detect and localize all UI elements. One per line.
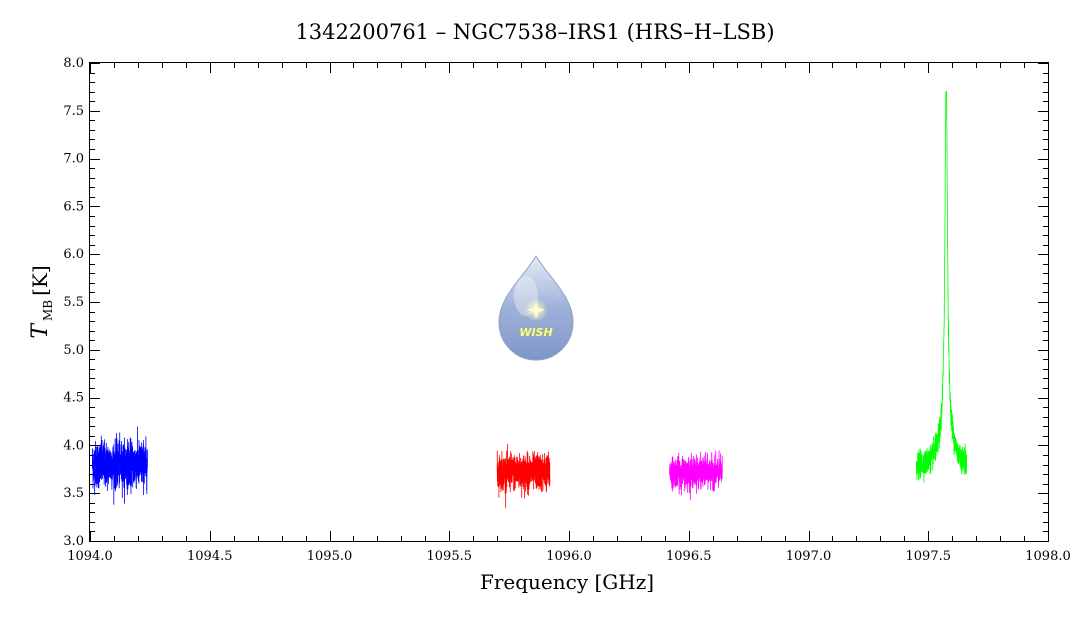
star-icon bbox=[527, 301, 545, 319]
series-line-1 bbox=[91, 426, 148, 505]
y-tick-labels: 3.0 3.5 4.0 4.5 5.0 5.5 6.0 6.5 7.0 7.5 8.0 bbox=[63, 56, 84, 549]
axis-ticks bbox=[90, 63, 1049, 542]
x-tick-label: 1096.0 bbox=[546, 549, 592, 564]
y-tick-label: 3.5 bbox=[63, 486, 84, 501]
y-tick-label: 7.5 bbox=[63, 104, 84, 119]
x-tick-label: 1095.5 bbox=[427, 549, 473, 564]
x-tick-label: 1097.5 bbox=[906, 549, 952, 564]
svg-text:TMB[K]: TMB [K] bbox=[28, 265, 55, 338]
y-axis-label-unit: [K] bbox=[28, 265, 52, 296]
y-tick-label: 6.0 bbox=[63, 247, 84, 262]
y-tick-label: 8.0 bbox=[63, 56, 84, 71]
x-tick-label: 1096.5 bbox=[666, 549, 712, 564]
y-axis-label-sub: MB bbox=[41, 300, 55, 321]
y-tick-label: 7.0 bbox=[63, 152, 84, 167]
y-axis-label-main: T bbox=[28, 322, 53, 339]
y-tick-label: 6.5 bbox=[63, 199, 84, 214]
y-tick-label: 4.5 bbox=[63, 391, 84, 406]
plot-frame bbox=[89, 62, 1049, 542]
x-tick-label: 1095.0 bbox=[307, 549, 353, 564]
x-tick-labels: 1094.0 1094.5 1095.0 1095.5 1096.0 1096.5 1097… bbox=[67, 549, 1071, 564]
x-tick-label: 1094.0 bbox=[67, 549, 113, 564]
logo-text: WISH bbox=[519, 326, 552, 339]
y-tick-label: 5.5 bbox=[63, 295, 84, 310]
y-axis-label: TMB [K] bbox=[28, 265, 55, 338]
x-tick-label: 1098.0 bbox=[1025, 549, 1071, 564]
series-line-3 bbox=[669, 450, 723, 500]
x-axis-label: Frequency [GHz] bbox=[480, 570, 654, 594]
x-tick-label: 1094.5 bbox=[187, 549, 233, 564]
y-tick-label: 3.0 bbox=[63, 534, 84, 549]
series-line-2 bbox=[496, 443, 551, 509]
y-tick-label: 5.0 bbox=[63, 343, 84, 358]
chart-title: 1342200761 – NGC7538–IRS1 (HRS–H–LSB) bbox=[295, 20, 774, 44]
series-line-4 bbox=[915, 91, 967, 483]
y-tick-label: 4.0 bbox=[63, 438, 84, 453]
x-tick-label: 1097.0 bbox=[786, 549, 832, 564]
series-layer bbox=[91, 91, 967, 509]
wish-logo: WISH bbox=[498, 254, 574, 361]
